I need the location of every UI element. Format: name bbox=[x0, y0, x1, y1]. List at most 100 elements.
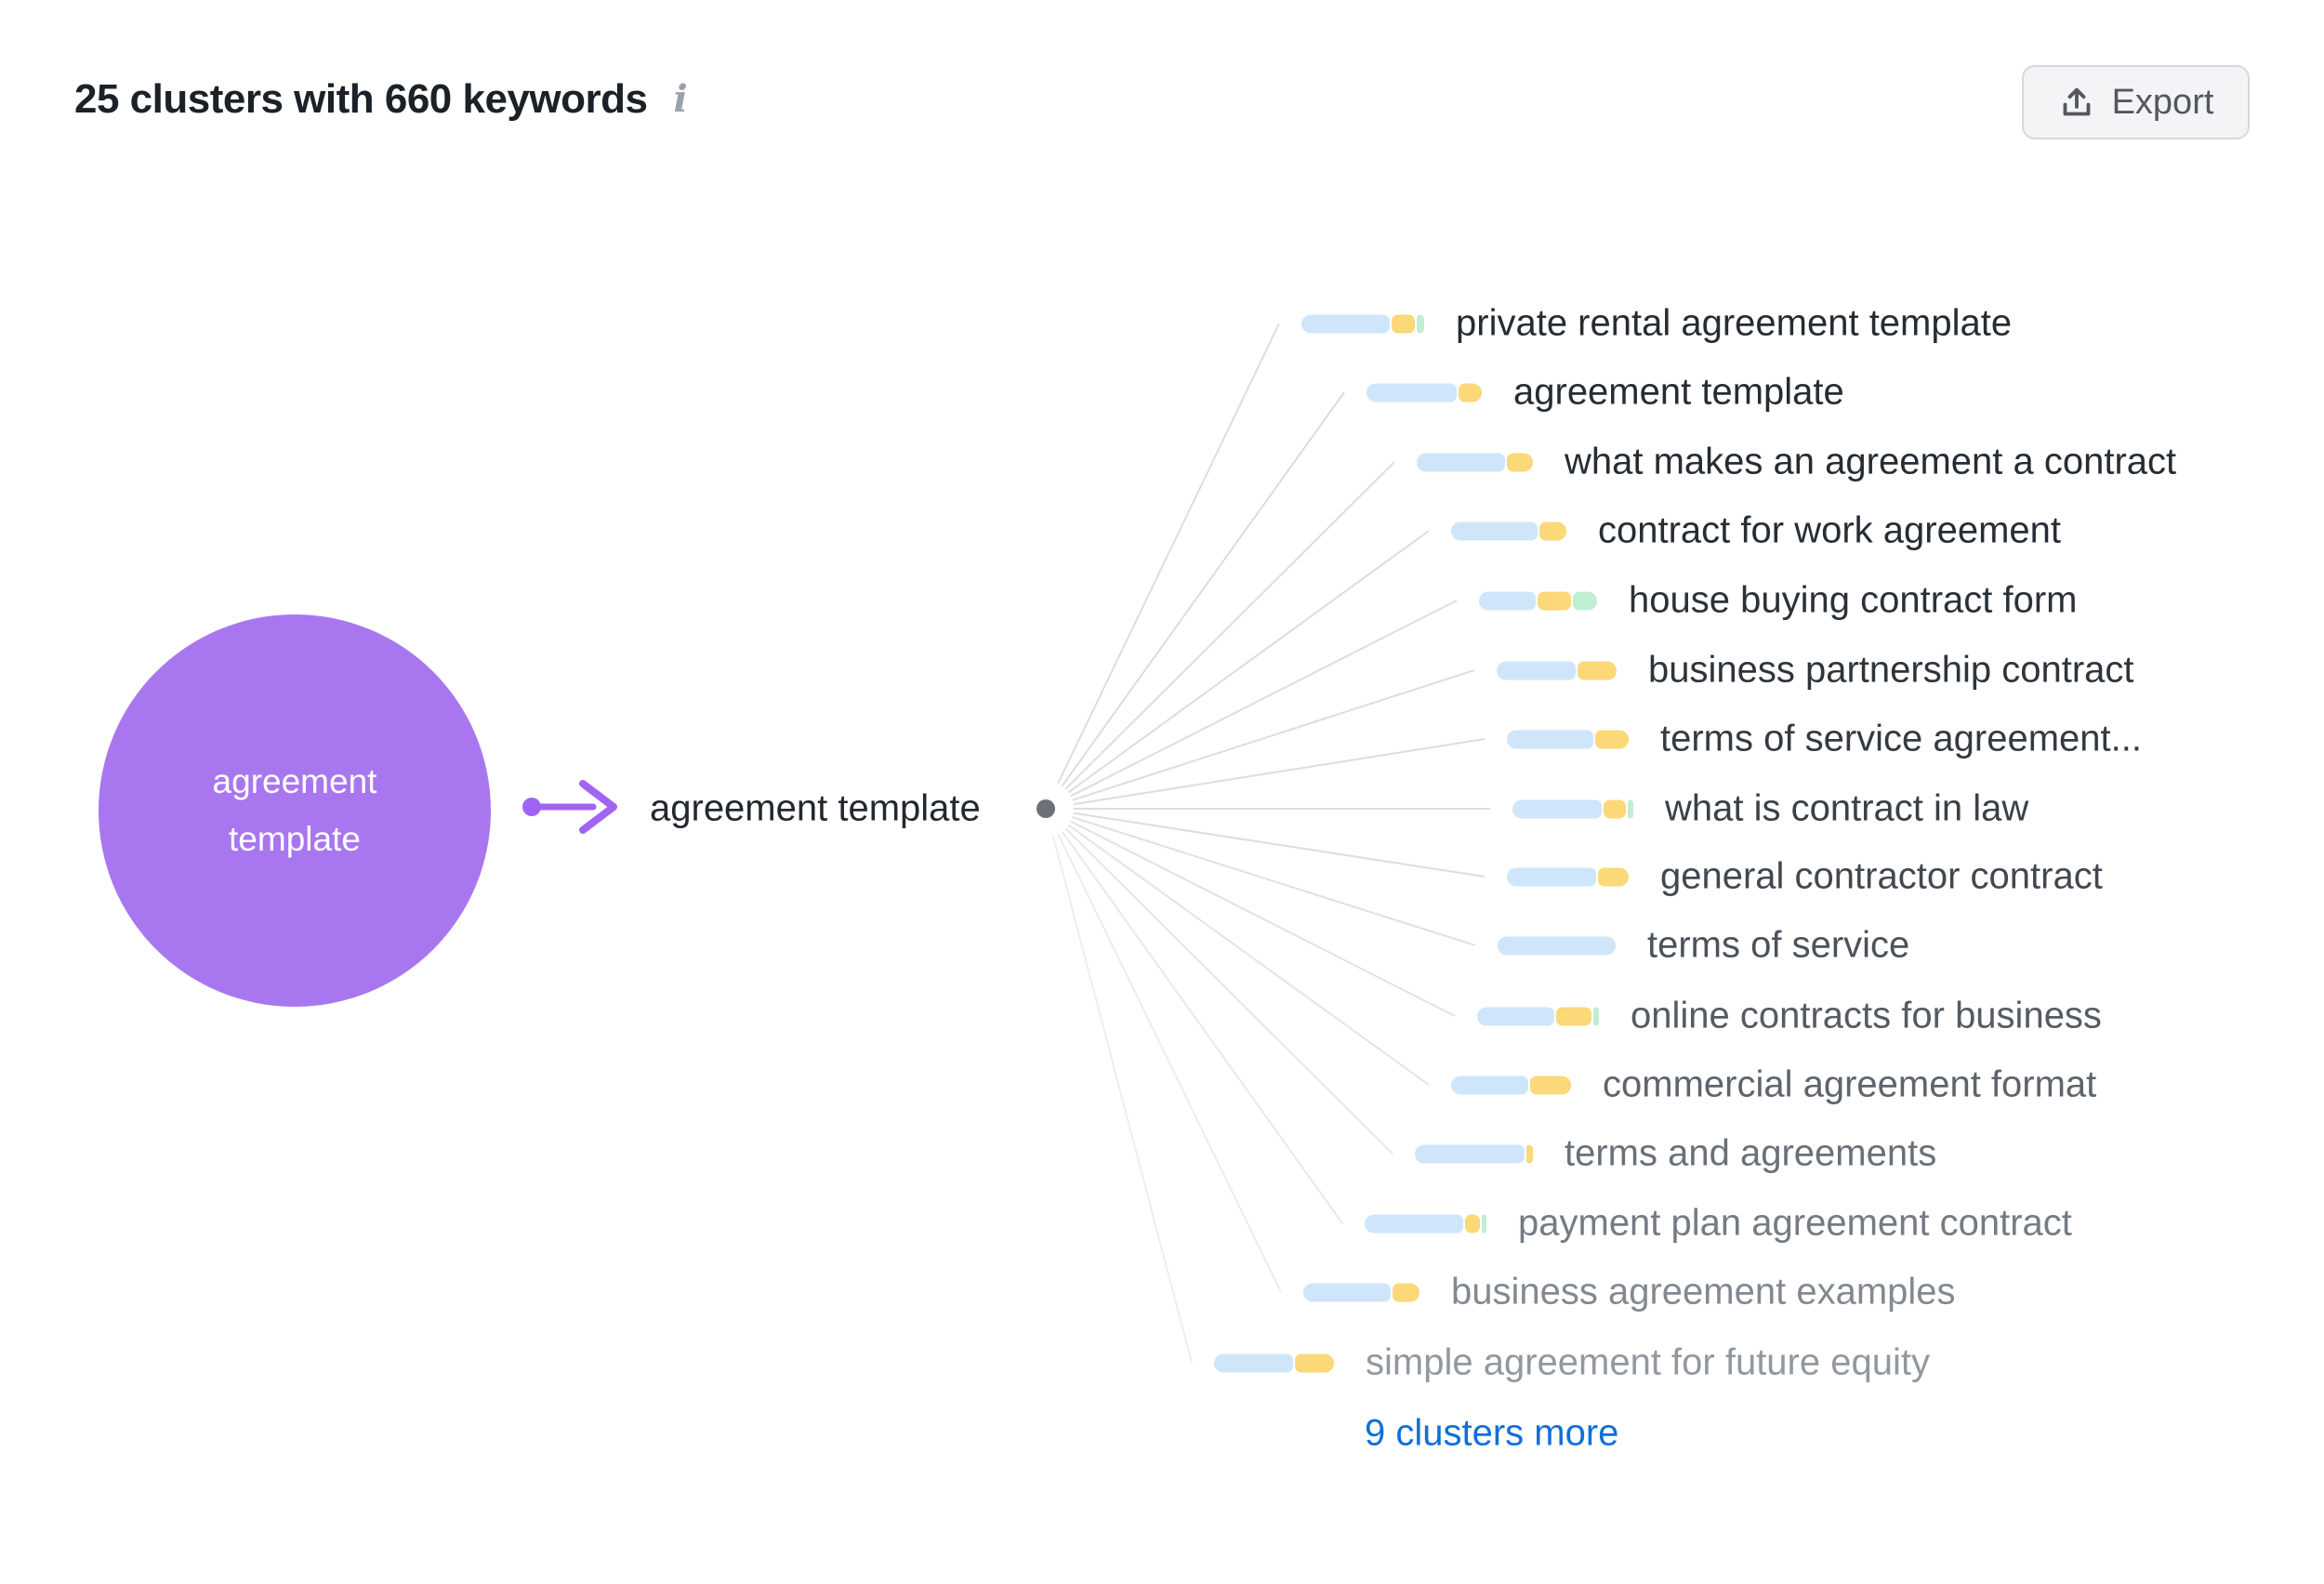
cluster-item[interactable]: what is contract in law bbox=[1512, 788, 2028, 830]
cluster-item-label[interactable]: payment plan agreement contract bbox=[1518, 1202, 2072, 1244]
cluster-item-label[interactable]: terms and agreements bbox=[1565, 1132, 1937, 1174]
bar-segment-blue bbox=[1365, 1214, 1463, 1233]
cluster-item[interactable]: general contractor contract bbox=[1507, 856, 2103, 898]
keyword-metrics-bar bbox=[1415, 1144, 1533, 1163]
fan-line bbox=[1070, 600, 1458, 798]
bar-segment-green bbox=[1417, 314, 1424, 333]
keyword-metrics-bar bbox=[1301, 314, 1424, 333]
header: 25 clusters with 660 keywords i bbox=[74, 76, 692, 123]
cluster-item[interactable]: terms of service bbox=[1498, 925, 1909, 967]
cluster-item[interactable]: terms and agreements bbox=[1415, 1133, 1936, 1175]
bar-segment-blue bbox=[1507, 730, 1593, 748]
fan-line bbox=[1057, 833, 1282, 1293]
bar-segment-yellow bbox=[1392, 314, 1415, 333]
bar-segment-blue bbox=[1214, 1353, 1293, 1372]
fan-lines bbox=[1051, 323, 1490, 1364]
cluster-item-label[interactable]: what makes an agreement a contract bbox=[1565, 441, 2177, 482]
cluster-item[interactable]: simple agreement for future equity bbox=[1214, 1342, 1930, 1384]
cluster-item-label[interactable]: commercial agreement format bbox=[1603, 1063, 2097, 1105]
cluster-item[interactable]: business partnership contract bbox=[1497, 650, 2134, 692]
bar-segment-yellow bbox=[1595, 730, 1629, 748]
bar-segment-green bbox=[1482, 1214, 1486, 1233]
keyword-metrics-bar bbox=[1367, 383, 1482, 402]
cluster-item-label[interactable]: general contractor contract bbox=[1660, 855, 2103, 897]
cluster-item-label[interactable]: terms of service bbox=[1647, 924, 1910, 966]
cluster-bubble[interactable]: agreement template bbox=[99, 614, 491, 1007]
keyword-metrics-bar bbox=[1417, 453, 1533, 471]
cluster-item-label[interactable]: house buying contract form bbox=[1629, 579, 2078, 621]
bar-segment-blue bbox=[1451, 521, 1538, 540]
cluster-item[interactable]: payment plan agreement contract bbox=[1365, 1203, 2072, 1245]
bar-segment-yellow bbox=[1530, 1076, 1571, 1094]
cluster-item[interactable]: terms of service agreement... bbox=[1507, 719, 2142, 760]
page-title: 25 clusters with 660 keywords bbox=[74, 76, 648, 122]
cluster-item[interactable]: commercial agreement format bbox=[1451, 1064, 2096, 1106]
cluster-item-label[interactable]: private rental agreement template bbox=[1456, 302, 2013, 344]
keyword-metrics-bar bbox=[1507, 867, 1629, 886]
keyword-metrics-bar bbox=[1365, 1214, 1486, 1233]
bar-segment-blue bbox=[1451, 1076, 1528, 1094]
bar-segment-blue bbox=[1479, 591, 1536, 610]
fan-line bbox=[1067, 824, 1430, 1086]
keyword-metrics-bar bbox=[1214, 1353, 1334, 1372]
fan-line bbox=[1061, 830, 1343, 1224]
cluster-item[interactable]: agreement template bbox=[1367, 372, 1844, 414]
bar-segment-yellow bbox=[1556, 1007, 1591, 1025]
bar-segment-blue bbox=[1367, 383, 1457, 402]
cluster-item-label[interactable]: business partnership contract bbox=[1648, 649, 2134, 691]
bar-segment-blue bbox=[1417, 453, 1505, 471]
cluster-item-label[interactable]: contract for work agreement bbox=[1598, 509, 2061, 551]
fan-line bbox=[1057, 323, 1280, 785]
cluster-item[interactable]: house buying contract form bbox=[1479, 580, 2077, 622]
export-button-label: Export bbox=[2111, 82, 2214, 122]
fan-line bbox=[1061, 391, 1345, 787]
cluster-item-label[interactable]: business agreement examples bbox=[1451, 1271, 1956, 1313]
bar-segment-yellow bbox=[1465, 1214, 1480, 1233]
fan-line bbox=[1070, 820, 1456, 1017]
bar-segment-blue bbox=[1301, 314, 1390, 333]
keyword-metrics-bar bbox=[1451, 521, 1566, 540]
keyword-metrics-bar bbox=[1303, 1283, 1419, 1301]
bar-segment-yellow bbox=[1459, 383, 1482, 402]
cluster-item-label[interactable]: online contracts for business bbox=[1631, 995, 2102, 1036]
bar-segment-yellow bbox=[1507, 453, 1533, 471]
cluster-item-label[interactable]: agreement template bbox=[1513, 371, 1844, 413]
bar-segment-yellow bbox=[1578, 661, 1617, 680]
keyword-metrics-bar bbox=[1497, 661, 1617, 680]
fan-line bbox=[1073, 738, 1486, 806]
keyword-metrics-bar bbox=[1479, 591, 1597, 610]
cluster-item[interactable]: contract for work agreement bbox=[1451, 510, 2061, 552]
bar-segment-yellow bbox=[1604, 799, 1626, 818]
bar-segment-yellow bbox=[1598, 867, 1629, 886]
fan-line bbox=[1051, 835, 1193, 1364]
keyword-metrics-bar bbox=[1451, 1076, 1571, 1094]
cluster-item-label[interactable]: what is contract in law bbox=[1665, 787, 2029, 829]
upload-icon bbox=[2063, 87, 2090, 116]
keyword-metrics-bar bbox=[1498, 936, 1616, 955]
bar-segment-blue bbox=[1497, 661, 1576, 680]
bar-segment-green bbox=[1628, 799, 1633, 818]
cluster-item-label[interactable]: simple agreement for future equity bbox=[1366, 1341, 1930, 1383]
clusters-more-link[interactable]: 9 clusters more bbox=[1365, 1412, 1619, 1454]
bar-segment-blue bbox=[1498, 936, 1616, 955]
keyword-metrics-bar bbox=[1507, 730, 1629, 748]
cluster-item[interactable]: online contracts for business bbox=[1477, 996, 2102, 1037]
bar-segment-yellow bbox=[1538, 591, 1571, 610]
bar-segment-yellow bbox=[1539, 521, 1566, 540]
bar-segment-yellow bbox=[1295, 1353, 1334, 1372]
cluster-bubble-line2: template bbox=[229, 820, 361, 858]
export-button[interactable]: Export bbox=[2022, 65, 2250, 139]
root-cluster-label[interactable]: agreement template bbox=[650, 787, 981, 829]
keyword-metrics-bar bbox=[1477, 1007, 1599, 1025]
cluster-item[interactable]: what makes an agreement a contract bbox=[1417, 442, 2176, 483]
cluster-item-label[interactable]: terms of service agreement... bbox=[1660, 718, 2142, 759]
cluster-item[interactable]: business agreement examples bbox=[1303, 1272, 1956, 1313]
bar-segment-blue bbox=[1507, 867, 1596, 886]
cluster-item[interactable]: private rental agreement template bbox=[1301, 303, 2012, 345]
fan-line bbox=[1067, 530, 1430, 794]
bar-segment-blue bbox=[1415, 1144, 1525, 1163]
fan-origin-dot[interactable] bbox=[1037, 799, 1055, 818]
info-icon[interactable]: i bbox=[673, 77, 688, 121]
